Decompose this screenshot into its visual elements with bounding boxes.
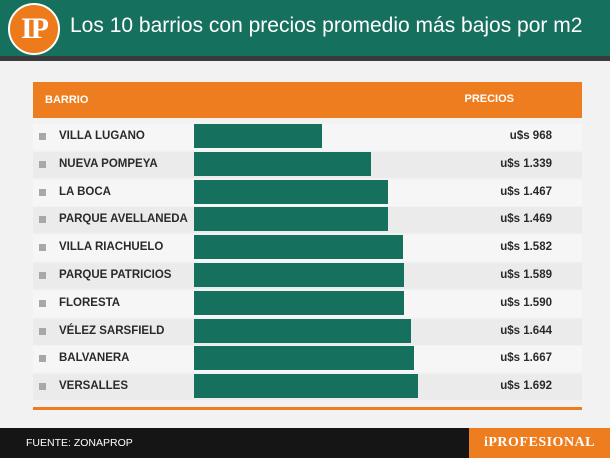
bar-row: PARQUE AVELLANEDA u$s 1.469 xyxy=(33,207,582,234)
value-label: u$s 1.467 xyxy=(500,185,552,198)
category-label: FLORESTA xyxy=(59,296,121,309)
category-label: LA BOCA xyxy=(59,185,111,198)
bullet-marker xyxy=(39,244,46,252)
bar-row: BALVANERA u$s 1.667 xyxy=(33,346,582,373)
value-label: u$s 1.590 xyxy=(500,296,552,309)
bar-row: NUEVA POMPEYA u$s 1.339 xyxy=(33,151,582,178)
value-label: u$s 1.339 xyxy=(500,157,552,170)
bullet-marker xyxy=(39,272,46,279)
value-label: u$s 1.692 xyxy=(500,380,552,393)
column-header-barrio: BARRIO xyxy=(45,94,89,106)
bar-row: VERSALLES u$s 1.692 xyxy=(33,374,582,401)
bullet-marker xyxy=(39,355,46,363)
category-label: BALVANERA xyxy=(59,352,130,365)
bar-row: VILLA RIACHUELO u$s 1.582 xyxy=(33,235,582,262)
source-note: FUENTE: ZONAPROP xyxy=(26,437,133,449)
bar-row: PARQUE PATRICIOS u$s 1.589 xyxy=(33,263,582,289)
bar xyxy=(194,151,372,176)
column-header-precios: PRECIOS xyxy=(464,93,514,105)
bar-row: LA BOCA u$s 1.467 xyxy=(33,179,582,206)
category-label: VERSALLES xyxy=(59,380,129,393)
table-header: BARRIO PRECIOS xyxy=(33,82,582,118)
value-label: u$s 1.589 xyxy=(500,269,552,281)
value-label: u$s 1.582 xyxy=(500,241,552,254)
header-bar: IP Los 10 barrios con precios promedio m… xyxy=(0,0,610,56)
logo-badge: IP xyxy=(8,3,60,55)
bullet-marker xyxy=(39,327,46,335)
brand-logo: iPROFESIONAL xyxy=(469,428,610,458)
bar-row: FLORESTA u$s 1.590 xyxy=(33,290,582,317)
bar-row: VÉLEZ SARSFIELD u$s 1.644 xyxy=(33,318,582,345)
value-label: u$s 1.667 xyxy=(500,352,552,365)
bullet-marker xyxy=(39,299,46,307)
value-label: u$s 1.469 xyxy=(500,213,552,226)
bullet-marker xyxy=(39,188,46,196)
category-label: VILLA RIACHUELO xyxy=(59,241,164,254)
category-label: PARQUE PATRICIOS xyxy=(59,269,172,281)
category-label: VILLA LUGANO xyxy=(59,130,145,142)
bullet-marker xyxy=(39,216,46,224)
bottom-divider xyxy=(33,407,582,410)
bar xyxy=(194,290,405,315)
bar xyxy=(194,374,418,399)
bullet-marker xyxy=(39,160,46,168)
bar xyxy=(194,346,415,371)
footer-bar: FUENTE: ZONAPROP iPROFESIONAL xyxy=(0,428,610,458)
bar xyxy=(194,124,322,148)
category-label: NUEVA POMPEYA xyxy=(59,157,158,170)
bar xyxy=(194,263,405,287)
bar xyxy=(194,235,404,260)
bar xyxy=(194,207,389,232)
logo-text: IP xyxy=(21,12,49,45)
bar xyxy=(194,179,388,204)
bullet-marker xyxy=(39,383,46,391)
header-divider xyxy=(0,56,610,61)
category-label: PARQUE AVELLANEDA xyxy=(59,213,188,226)
value-label: u$s 1.644 xyxy=(500,324,552,337)
bar-row: VILLA LUGANO u$s 968 xyxy=(33,124,582,150)
category-label: VÉLEZ SARSFIELD xyxy=(59,324,165,337)
bullet-marker xyxy=(39,133,46,140)
value-label: u$s 968 xyxy=(509,130,552,142)
bar xyxy=(194,318,412,343)
page-title: Los 10 barrios con precios promedio más … xyxy=(70,14,583,37)
